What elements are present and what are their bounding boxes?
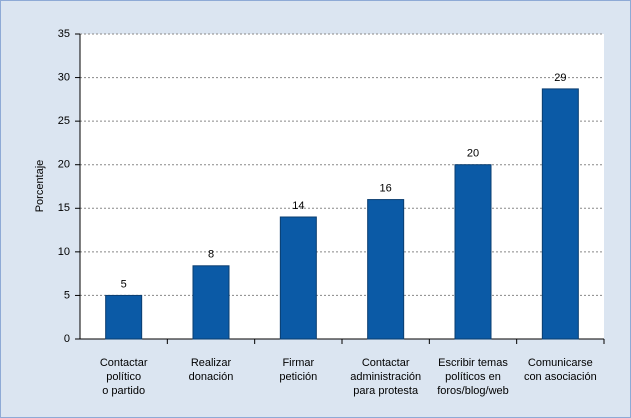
value-label: 29 (554, 72, 566, 84)
x-tick-label: Comunicarse (528, 357, 593, 369)
value-label: 16 (380, 182, 392, 194)
bar (279, 216, 317, 340)
x-tick-label: políticos en (445, 371, 501, 383)
y-tick-label: 20 (58, 159, 70, 171)
value-label: 20 (467, 148, 479, 160)
bar (454, 164, 492, 340)
x-tick-label: Firmar (282, 357, 314, 369)
value-label: 8 (208, 249, 214, 261)
x-tick-label: Contactar (362, 357, 410, 369)
x-tick-label: para protesta (353, 385, 419, 397)
y-tick-label: 10 (58, 246, 70, 258)
y-tick-label: 35 (58, 28, 70, 40)
plot-area (80, 34, 604, 339)
x-tick-label: político (106, 371, 141, 383)
bar (192, 265, 230, 340)
x-tick-label: o partido (102, 385, 145, 397)
value-label: 5 (121, 278, 127, 290)
x-tick-label: Escribir temas (438, 357, 508, 369)
y-tick-label: 5 (64, 289, 70, 301)
bar (105, 294, 143, 340)
y-tick-label: 15 (58, 202, 70, 214)
x-tick-label: foros/blog/web (437, 385, 509, 397)
x-tick-label: donación (189, 371, 234, 383)
x-tick-label: Contactar (100, 357, 148, 369)
y-axis-label: Porcentaje (34, 160, 46, 213)
x-tick-label: petición (279, 371, 317, 383)
bar (367, 199, 405, 340)
x-tick-label: administración (350, 371, 421, 383)
y-tick-label: 30 (58, 71, 70, 83)
x-tick-label: Realizar (191, 357, 232, 369)
y-tick-label: 25 (58, 115, 70, 127)
value-label: 14 (292, 200, 304, 212)
x-tick-label: con asociación (524, 371, 597, 383)
y-tick-label: 0 (64, 333, 70, 345)
bar (541, 88, 579, 340)
